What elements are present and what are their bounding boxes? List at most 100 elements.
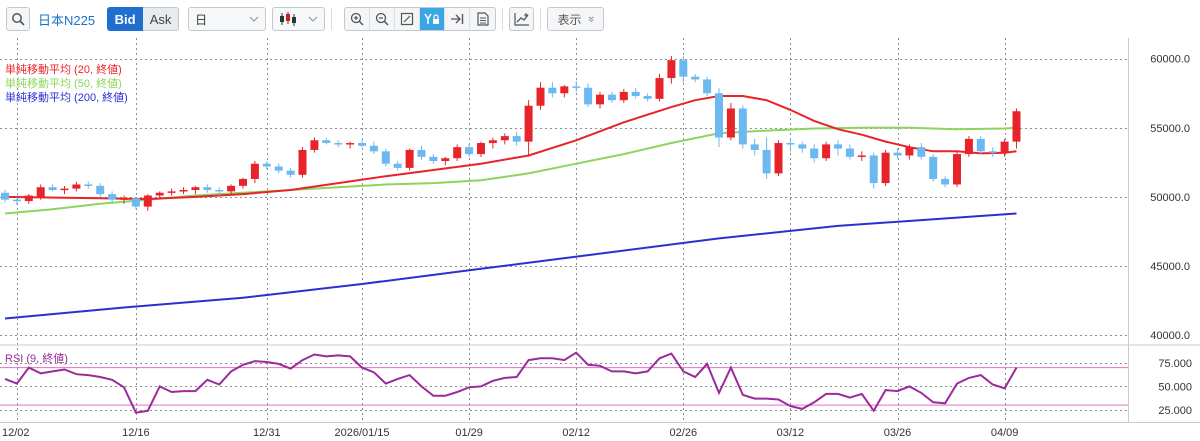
time-tick-label: 12/31 [253,427,281,439]
candle-body [369,145,378,152]
candle-body [48,187,57,190]
price-tick-label: 40000.0 [1150,330,1190,342]
candle-body [548,87,557,94]
candle-body [334,143,343,145]
candle [643,93,652,102]
candle [607,91,616,103]
candle [679,55,688,83]
rsi-title: RSI (9, 終値) [5,351,68,365]
candle [1000,138,1009,157]
candle-body [893,152,902,156]
candle-body [12,199,21,202]
rsi-tick-label: 50.000 [1158,381,1192,393]
candle-body [84,184,93,186]
candle-body [167,191,176,193]
candle [120,195,128,204]
candle [750,138,759,156]
chart-type-select[interactable] [272,7,326,31]
candle-body [834,144,842,149]
candle-body [643,96,652,99]
scroll-latest-button[interactable] [445,8,471,30]
candle [310,137,319,153]
candle [667,55,676,84]
ask-button[interactable]: Ask [143,7,180,31]
auto-scale-button[interactable] [420,8,446,30]
candle [536,82,545,110]
candle [215,187,224,196]
chevron-down-icon [249,16,259,22]
candle-body [96,185,105,195]
candle-body [786,143,795,145]
expand-icon [400,12,414,26]
candle [381,148,390,167]
candle [60,185,69,195]
candle [131,196,140,210]
bid-button[interactable]: Bid [107,7,144,31]
time-axis: 12/02 12/16 12/31 2026/01/15 01/29 02/12 02/26… [0,422,1200,439]
sma200-line [4,212,1017,320]
fit-button[interactable] [395,8,421,30]
candle-body [584,87,593,105]
search-button[interactable] [6,7,30,31]
candle [274,163,283,174]
candle-body [405,149,414,168]
candle-body [60,188,69,191]
candle [36,184,45,200]
arrow-right-end-icon [451,14,464,24]
display-menu-button[interactable]: 表示 » [547,7,605,31]
toolbar-divider [331,8,333,30]
candle-body [381,151,390,164]
candle [524,100,533,157]
candle [322,137,331,145]
candle-body [310,140,319,150]
candle [262,160,271,170]
candle [48,184,57,192]
candle-body [929,156,938,179]
double-chevron-icon: » [584,15,597,23]
candle [774,140,783,177]
candle [143,194,152,211]
time-tick-label: 03/12 [777,427,805,439]
toolbar-divider [502,8,504,30]
price-tick-label: 55000.0 [1150,123,1190,135]
candle-body [738,108,747,145]
zoom-in-button[interactable] [345,8,371,30]
candle-body [905,147,914,156]
zoom-out-button[interactable] [370,8,396,30]
candle [286,167,295,178]
candle [738,105,747,149]
candle [917,143,926,160]
candle [334,140,343,148]
candle-body [477,143,485,155]
candle-body [798,144,807,149]
candle-body [441,158,450,161]
candle [691,73,700,83]
candle [465,144,474,157]
candle-body [215,190,224,192]
candle-body [750,144,759,150]
candle-body [512,136,521,142]
candle [798,141,807,153]
candle-body [36,187,45,197]
rsi-tick-label: 25.000 [1158,405,1192,417]
price-tick-label: 50000.0 [1150,192,1190,204]
candle-body [631,91,640,97]
candle [560,84,569,98]
timeframe-select[interactable]: 日 [188,7,267,31]
candle [250,160,259,184]
candle [512,131,521,146]
symbol-label[interactable]: 日本N225 [38,12,96,28]
candle [167,188,176,196]
indicator-button[interactable] [509,7,535,31]
document-button[interactable] [470,8,495,30]
zoom-in-icon [350,12,364,26]
legend-sma50: 単純移動平均 (50, 終値) [5,76,122,90]
candle-body [762,149,771,174]
candle [1,190,9,203]
chart-tools-group [344,7,497,31]
rsi-line [4,351,1018,414]
chart-area[interactable]: 単純移動平均 (20, 終値) 単純移動平均 (50, 終値) 単純移動平均 (… [0,38,1200,441]
candle-body [358,143,366,146]
candle-body [203,187,212,190]
candle [453,144,462,161]
